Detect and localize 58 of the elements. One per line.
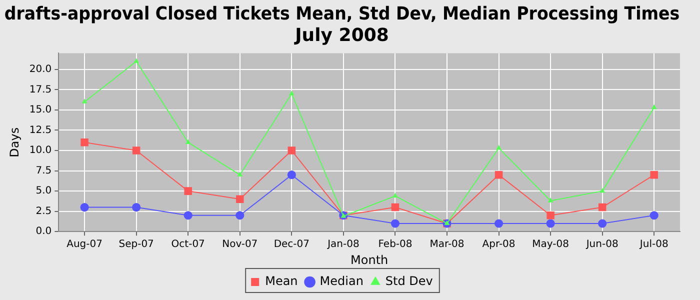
point xyxy=(392,192,398,198)
point xyxy=(494,170,503,179)
legend-label: Mean xyxy=(265,274,298,288)
point xyxy=(132,202,141,212)
point xyxy=(82,98,88,104)
point xyxy=(236,195,244,204)
x-tick-label: Oct-07 xyxy=(171,239,205,250)
x-tick-label: Nov-07 xyxy=(222,239,258,250)
point xyxy=(80,202,89,212)
point xyxy=(236,211,244,220)
point xyxy=(184,187,192,195)
y-tick-label: 12.5 xyxy=(29,124,52,136)
point xyxy=(134,58,140,63)
point xyxy=(185,139,191,144)
point xyxy=(598,203,606,212)
y-tick-label: 15.0 xyxy=(29,104,52,116)
point xyxy=(651,104,657,110)
text: drafts-approval Closed Tickets Mean, Std Dev, Median Processing Times xyxy=(4,4,680,25)
y-tick-label: 2.5 xyxy=(36,206,52,217)
point xyxy=(288,146,296,154)
point xyxy=(650,211,658,220)
legend-label: Median xyxy=(320,274,364,288)
x-tick-label: Feb-08 xyxy=(378,239,412,250)
x-tick-label: Jun-08 xyxy=(585,239,618,250)
point xyxy=(288,90,294,96)
point xyxy=(80,138,88,146)
point xyxy=(600,188,606,193)
y-tick-label: 10.0 xyxy=(29,145,52,156)
x-tick-label: Mar-08 xyxy=(430,239,464,250)
point xyxy=(237,172,243,176)
point xyxy=(390,219,400,228)
x-tick-label: Jul-08 xyxy=(638,239,668,250)
point xyxy=(184,211,192,220)
y-tick-label: 5.0 xyxy=(36,186,52,197)
point xyxy=(546,219,555,228)
point xyxy=(132,146,140,154)
y-tick-label: 0.0 xyxy=(36,226,52,238)
point xyxy=(650,170,658,179)
x-axis-title: Month xyxy=(350,252,388,267)
y-axis-title: Days xyxy=(7,127,22,158)
point xyxy=(548,198,554,202)
y-tick-label: 17.5 xyxy=(29,84,52,96)
point xyxy=(494,219,504,228)
x-tick-label: Aug-07 xyxy=(66,239,102,250)
x-tick-label: Sep-07 xyxy=(118,239,154,250)
x-tick-label: Apr-08 xyxy=(482,239,516,250)
point xyxy=(391,203,400,212)
text: July 2008 xyxy=(295,25,389,46)
point xyxy=(546,211,554,220)
y-tick-label: 7.5 xyxy=(36,165,52,176)
point xyxy=(496,144,502,150)
x-tick-label: May-08 xyxy=(532,239,569,250)
point xyxy=(598,219,607,228)
x-tick-label: Jan-08 xyxy=(326,239,360,250)
legend-label: Std Dev xyxy=(385,274,433,288)
y-tick-label: 20.0 xyxy=(29,64,52,76)
point xyxy=(287,170,296,180)
x-tick-label: Dec-07 xyxy=(274,239,310,250)
